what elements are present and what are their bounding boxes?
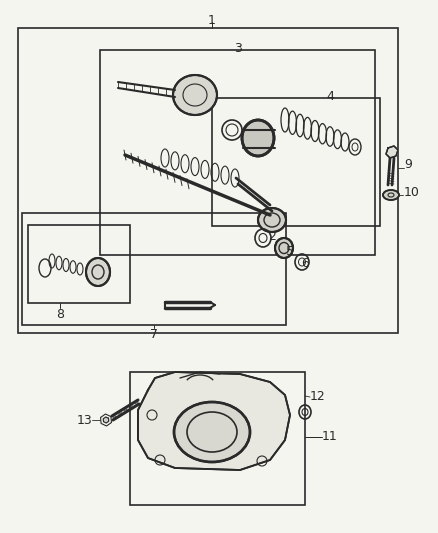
Text: 3: 3 [234,42,242,55]
Text: 13: 13 [76,414,92,426]
Bar [212,98,380,226]
Bar [28,225,130,303]
Ellipse shape [174,78,210,110]
Text: 9: 9 [404,158,412,172]
Bar [130,372,305,505]
Polygon shape [138,372,290,470]
Text: 1: 1 [208,14,216,27]
Bar [100,50,375,255]
Ellipse shape [174,402,250,462]
Text: 8: 8 [56,308,64,321]
Polygon shape [103,417,109,423]
Ellipse shape [258,208,286,232]
Ellipse shape [383,190,399,200]
Polygon shape [386,146,398,158]
Bar [22,213,286,325]
Ellipse shape [275,238,293,258]
Text: 4: 4 [326,90,334,103]
Ellipse shape [173,75,217,115]
Ellipse shape [242,120,274,156]
Bar [18,28,398,333]
Text: 5: 5 [286,245,294,258]
Text: 6: 6 [301,257,309,270]
Text: 11: 11 [322,431,338,443]
Text: 10: 10 [404,187,420,199]
Text: 2: 2 [268,230,276,243]
Text: 12: 12 [310,390,326,402]
Text: 7: 7 [150,328,158,341]
Ellipse shape [86,258,110,286]
